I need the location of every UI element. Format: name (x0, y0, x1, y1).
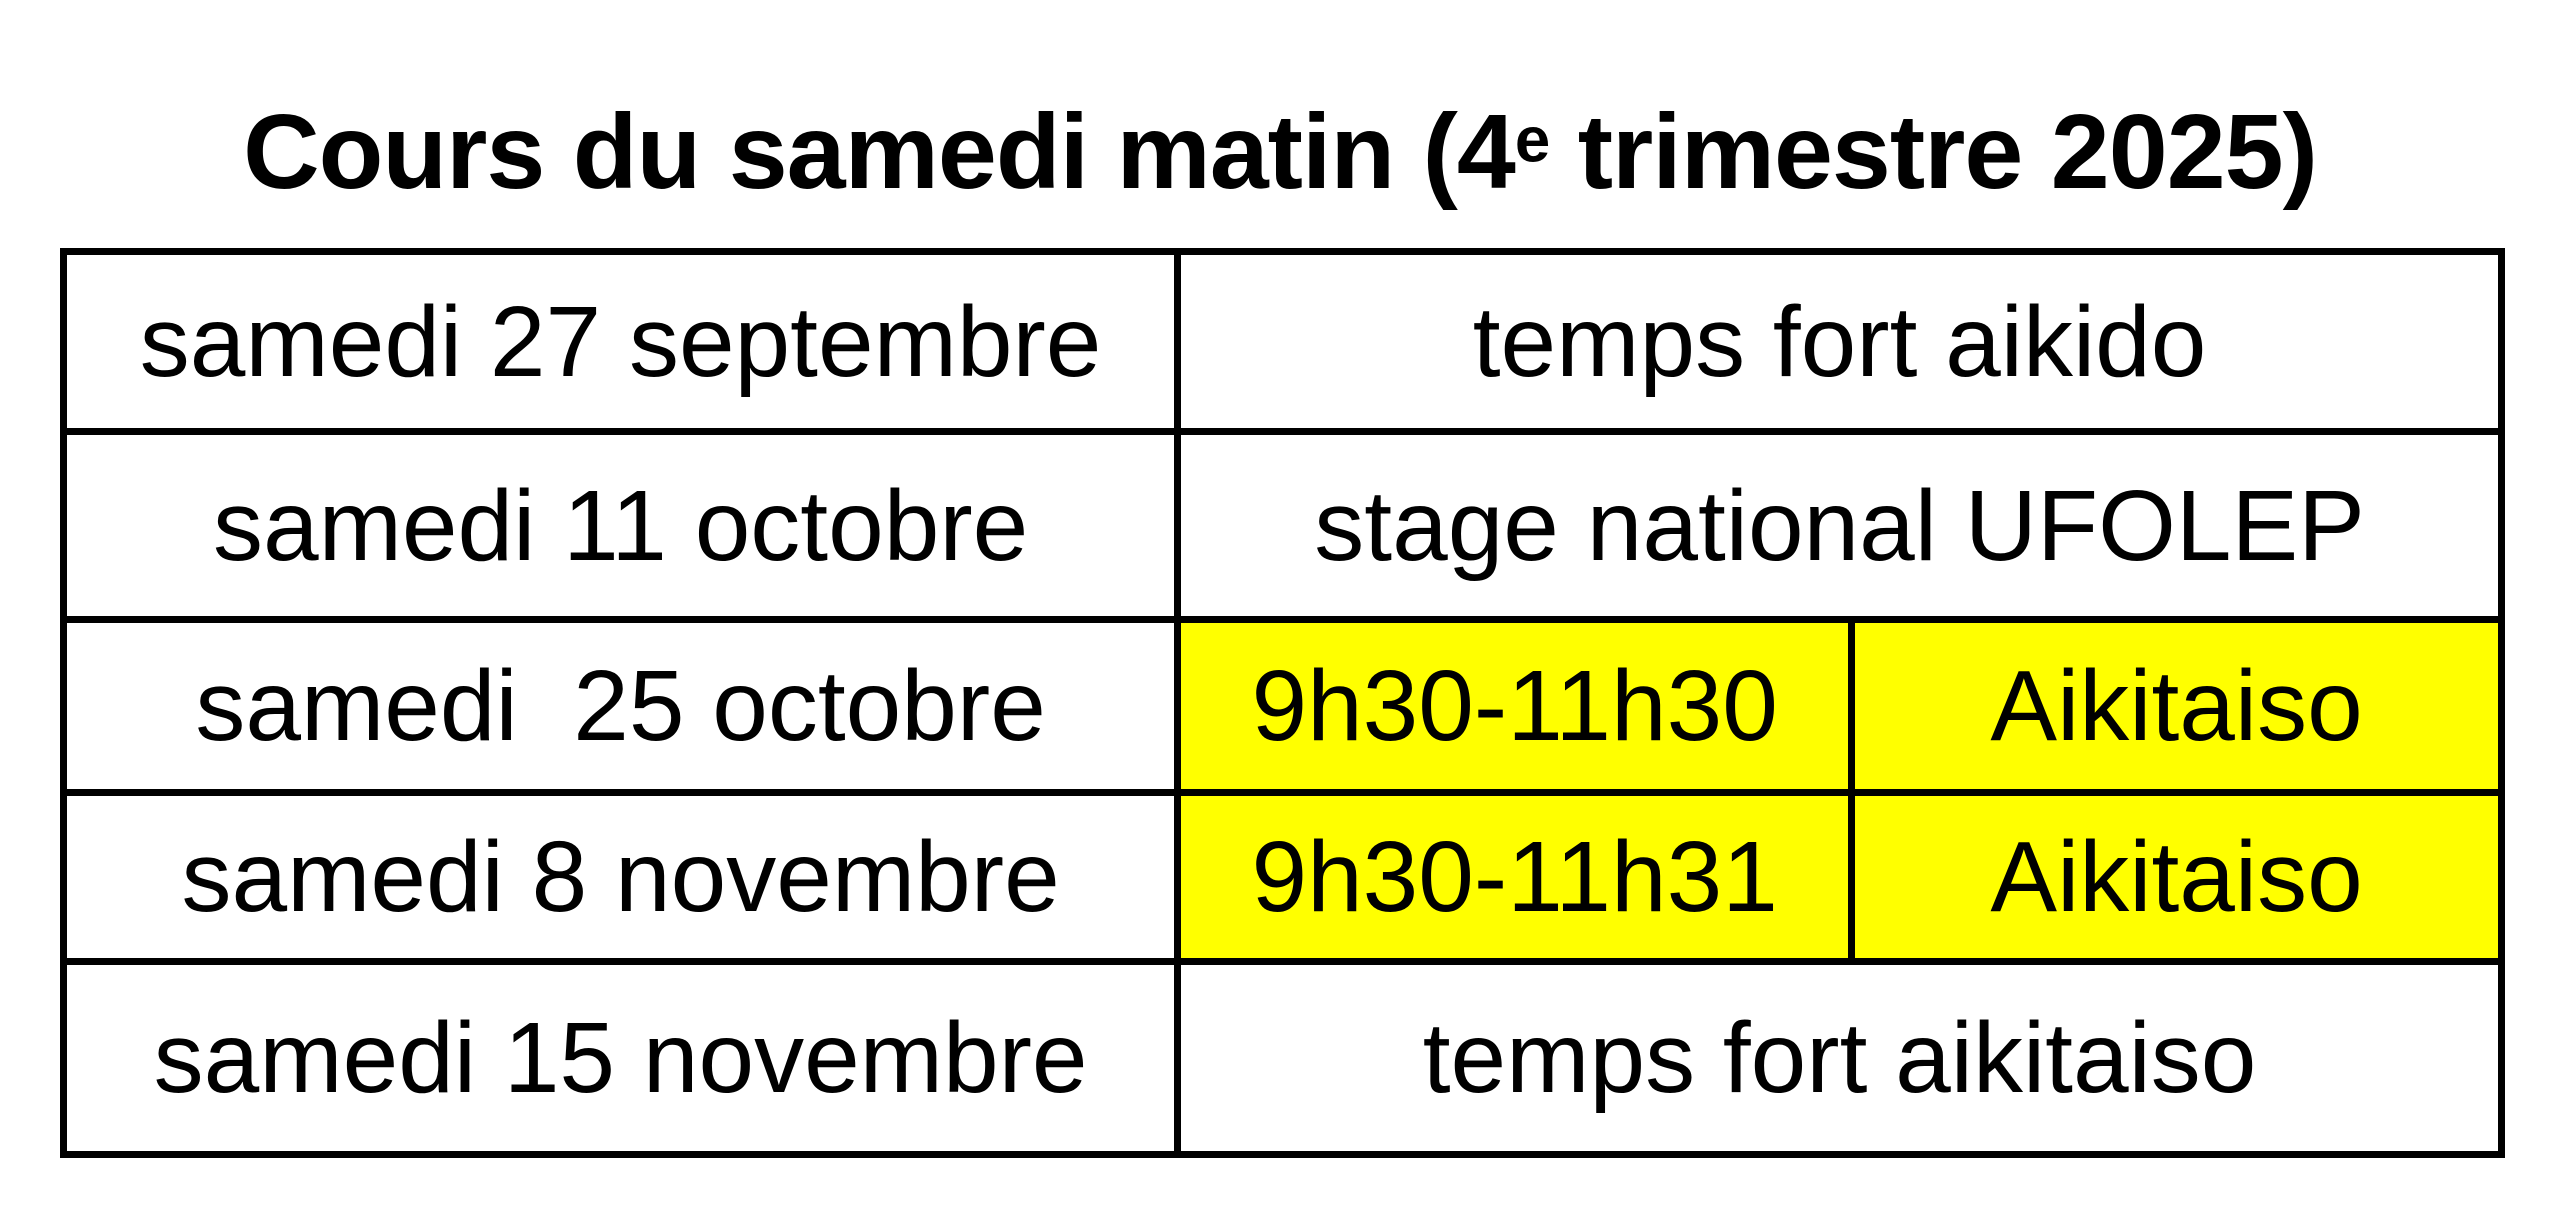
detail-text: stage national UFOLEP (1314, 469, 2365, 582)
time-cell-row4: 9h30-11h31 (1181, 795, 1856, 965)
date-text: samedi 8 novembre (181, 820, 1060, 933)
date-text: samedi 11 octobre (212, 469, 1029, 582)
title-superscript: e (1514, 104, 1550, 176)
activity-text: Aikitaiso (1990, 649, 2363, 762)
date-cell-row5: samedi 15 novembre (67, 964, 1182, 1151)
detail-cell-row5: temps fort aikitaiso (1181, 965, 2498, 1151)
page-title: Cours du samedi matin (4e trimestre 2025… (0, 89, 2560, 216)
detail-text: temps fort aikido (1472, 285, 2207, 398)
detail-text: temps fort aikitaiso (1422, 1001, 2257, 1114)
date-text: samedi 15 novembre (153, 1001, 1088, 1114)
date-cell-row3: samedi 25 octobre (67, 623, 1182, 796)
time-text: 9h30-11h30 (1251, 649, 1778, 762)
date-cell-row4: samedi 8 novembre (67, 795, 1182, 965)
detail-cell-row2: stage national UFOLEP (1181, 435, 2498, 624)
activity-cell-row3: Aikitaiso (1855, 623, 2498, 796)
activity-cell-row4: Aikitaiso (1855, 795, 2498, 965)
page-title-text-start: Cours du samedi matin (4 (243, 93, 1516, 212)
activity-text: Aikitaiso (1990, 820, 2363, 933)
date-text: samedi 25 octobre (195, 649, 1046, 762)
date-cell-row2: samedi 11 octobre (67, 435, 1182, 624)
time-cell-row3: 9h30-11h30 (1181, 623, 1856, 796)
schedule-table: samedi 27 septembre temps fort aikido sa… (60, 248, 2505, 1158)
time-text: 9h30-11h31 (1251, 820, 1778, 933)
detail-cell-row1: temps fort aikido (1181, 255, 2498, 436)
page-title-text-end: trimestre 2025) (1549, 93, 2318, 212)
date-cell-row1: samedi 27 septembre (67, 255, 1182, 436)
date-text: samedi 27 septembre (139, 285, 1102, 398)
